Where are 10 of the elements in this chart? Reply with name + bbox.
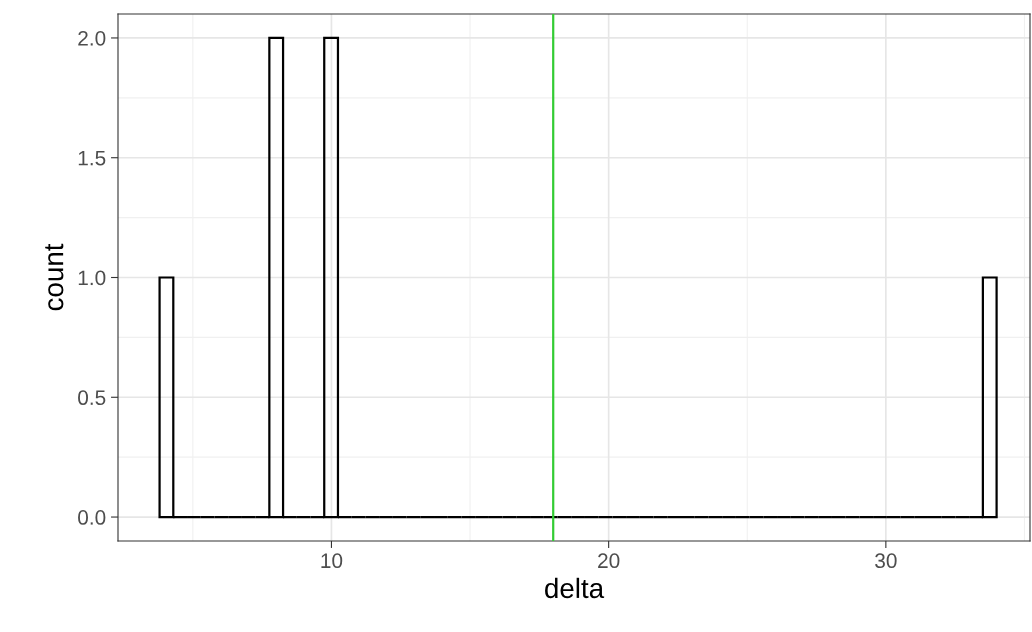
y-tick-label: 2.0: [78, 30, 106, 46]
y-tick-label: 1.5: [78, 150, 106, 166]
y-tick-label: 1.0: [78, 270, 106, 286]
y-tick-label: 0.5: [78, 390, 106, 406]
y-tick-label: 0.0: [78, 510, 106, 525]
x-axis-title: delta: [545, 577, 605, 599]
x-tick-label: 30: [875, 553, 897, 569]
x-tick-label: 10: [321, 553, 343, 569]
x-tick-label: 20: [598, 553, 620, 569]
y-axis-title: count: [45, 243, 64, 311]
